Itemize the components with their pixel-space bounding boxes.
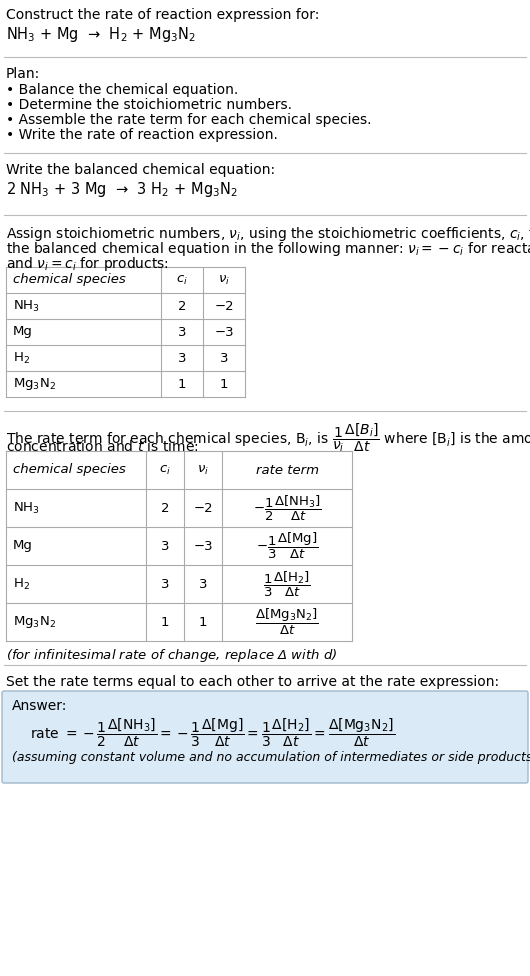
Text: −3: −3 bbox=[214, 326, 234, 339]
Text: 1: 1 bbox=[161, 616, 169, 629]
Text: (for infinitesimal rate of change, replace Δ with $d$): (for infinitesimal rate of change, repla… bbox=[6, 647, 338, 664]
Text: 3: 3 bbox=[220, 351, 228, 364]
Text: Write the balanced chemical equation:: Write the balanced chemical equation: bbox=[6, 163, 275, 177]
Text: 1: 1 bbox=[220, 378, 228, 390]
Text: 1: 1 bbox=[199, 616, 207, 629]
Text: −2: −2 bbox=[193, 502, 213, 514]
Text: chemical species: chemical species bbox=[13, 273, 126, 287]
Text: 1: 1 bbox=[178, 378, 186, 390]
Text: NH$_3$: NH$_3$ bbox=[13, 501, 40, 515]
Text: Set the rate terms equal to each other to arrive at the rate expression:: Set the rate terms equal to each other t… bbox=[6, 675, 499, 689]
Text: 2: 2 bbox=[161, 502, 169, 514]
Text: Mg: Mg bbox=[13, 540, 33, 552]
Text: −2: −2 bbox=[214, 300, 234, 312]
Text: Mg$_3$N$_2$: Mg$_3$N$_2$ bbox=[13, 614, 56, 630]
Text: Plan:: Plan: bbox=[6, 67, 40, 81]
FancyBboxPatch shape bbox=[2, 691, 528, 783]
Text: 3: 3 bbox=[161, 540, 169, 552]
Text: $c_i$: $c_i$ bbox=[159, 464, 171, 476]
Text: Mg$_3$N$_2$: Mg$_3$N$_2$ bbox=[13, 376, 56, 392]
Text: $\dfrac{1}{3}\dfrac{\Delta[\mathrm{H_2}]}{\Delta t}$: $\dfrac{1}{3}\dfrac{\Delta[\mathrm{H_2}]… bbox=[263, 569, 311, 598]
Text: rate $= -\dfrac{1}{2}\dfrac{\Delta[\mathrm{NH_3}]}{\Delta t} = -\dfrac{1}{3}\dfr: rate $= -\dfrac{1}{2}\dfrac{\Delta[\math… bbox=[30, 717, 395, 750]
Text: 3: 3 bbox=[199, 578, 207, 590]
Text: Construct the rate of reaction expression for:: Construct the rate of reaction expressio… bbox=[6, 8, 320, 22]
Text: chemical species: chemical species bbox=[13, 464, 126, 476]
Text: −3: −3 bbox=[193, 540, 213, 552]
Text: 3: 3 bbox=[161, 578, 169, 590]
Text: $\dfrac{\Delta[\mathrm{Mg_3N_2}]}{\Delta t}$: $\dfrac{\Delta[\mathrm{Mg_3N_2}]}{\Delta… bbox=[255, 607, 319, 637]
Text: • Balance the chemical equation.: • Balance the chemical equation. bbox=[6, 83, 238, 97]
Text: $-\dfrac{1}{3}\dfrac{\Delta[\mathrm{Mg}]}{\Delta t}$: $-\dfrac{1}{3}\dfrac{\Delta[\mathrm{Mg}]… bbox=[256, 531, 318, 561]
Text: $\nu_i$: $\nu_i$ bbox=[197, 464, 209, 476]
Text: H$_2$: H$_2$ bbox=[13, 577, 30, 591]
Text: Assign stoichiometric numbers, $\nu_i$, using the stoichiometric coefficients, $: Assign stoichiometric numbers, $\nu_i$, … bbox=[6, 225, 530, 243]
Text: concentration and $t$ is time:: concentration and $t$ is time: bbox=[6, 439, 199, 454]
Text: • Determine the stoichiometric numbers.: • Determine the stoichiometric numbers. bbox=[6, 98, 292, 112]
Text: (assuming constant volume and no accumulation of intermediates or side products): (assuming constant volume and no accumul… bbox=[12, 751, 530, 764]
Text: NH$_3$ + Mg  →  H$_2$ + Mg$_3$N$_2$: NH$_3$ + Mg → H$_2$ + Mg$_3$N$_2$ bbox=[6, 25, 196, 44]
Text: • Write the rate of reaction expression.: • Write the rate of reaction expression. bbox=[6, 128, 278, 142]
Text: Answer:: Answer: bbox=[12, 699, 67, 713]
Text: $-\dfrac{1}{2}\dfrac{\Delta[\mathrm{NH_3}]}{\Delta t}$: $-\dfrac{1}{2}\dfrac{\Delta[\mathrm{NH_3… bbox=[253, 494, 321, 522]
Text: 2: 2 bbox=[178, 300, 186, 312]
Text: • Assemble the rate term for each chemical species.: • Assemble the rate term for each chemic… bbox=[6, 113, 372, 127]
Text: $c_i$: $c_i$ bbox=[176, 273, 188, 287]
Text: 3: 3 bbox=[178, 326, 186, 339]
Text: $\nu_i$: $\nu_i$ bbox=[218, 273, 230, 287]
Text: H$_2$: H$_2$ bbox=[13, 350, 30, 366]
Text: and $\nu_i = c_i$ for products:: and $\nu_i = c_i$ for products: bbox=[6, 255, 169, 273]
Text: the balanced chemical equation in the following manner: $\nu_i = -c_i$ for react: the balanced chemical equation in the fo… bbox=[6, 240, 530, 258]
Text: rate term: rate term bbox=[255, 464, 319, 476]
Text: 2 NH$_3$ + 3 Mg  →  3 H$_2$ + Mg$_3$N$_2$: 2 NH$_3$ + 3 Mg → 3 H$_2$ + Mg$_3$N$_2$ bbox=[6, 180, 238, 199]
Text: Mg: Mg bbox=[13, 326, 33, 339]
Text: 3: 3 bbox=[178, 351, 186, 364]
Text: NH$_3$: NH$_3$ bbox=[13, 299, 40, 313]
Text: The rate term for each chemical species, B$_i$, is $\dfrac{1}{\nu_i}\dfrac{\Delt: The rate term for each chemical species,… bbox=[6, 421, 530, 454]
